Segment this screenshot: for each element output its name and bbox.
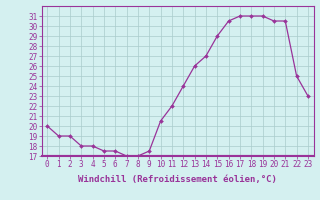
X-axis label: Windchill (Refroidissement éolien,°C): Windchill (Refroidissement éolien,°C) (78, 175, 277, 184)
